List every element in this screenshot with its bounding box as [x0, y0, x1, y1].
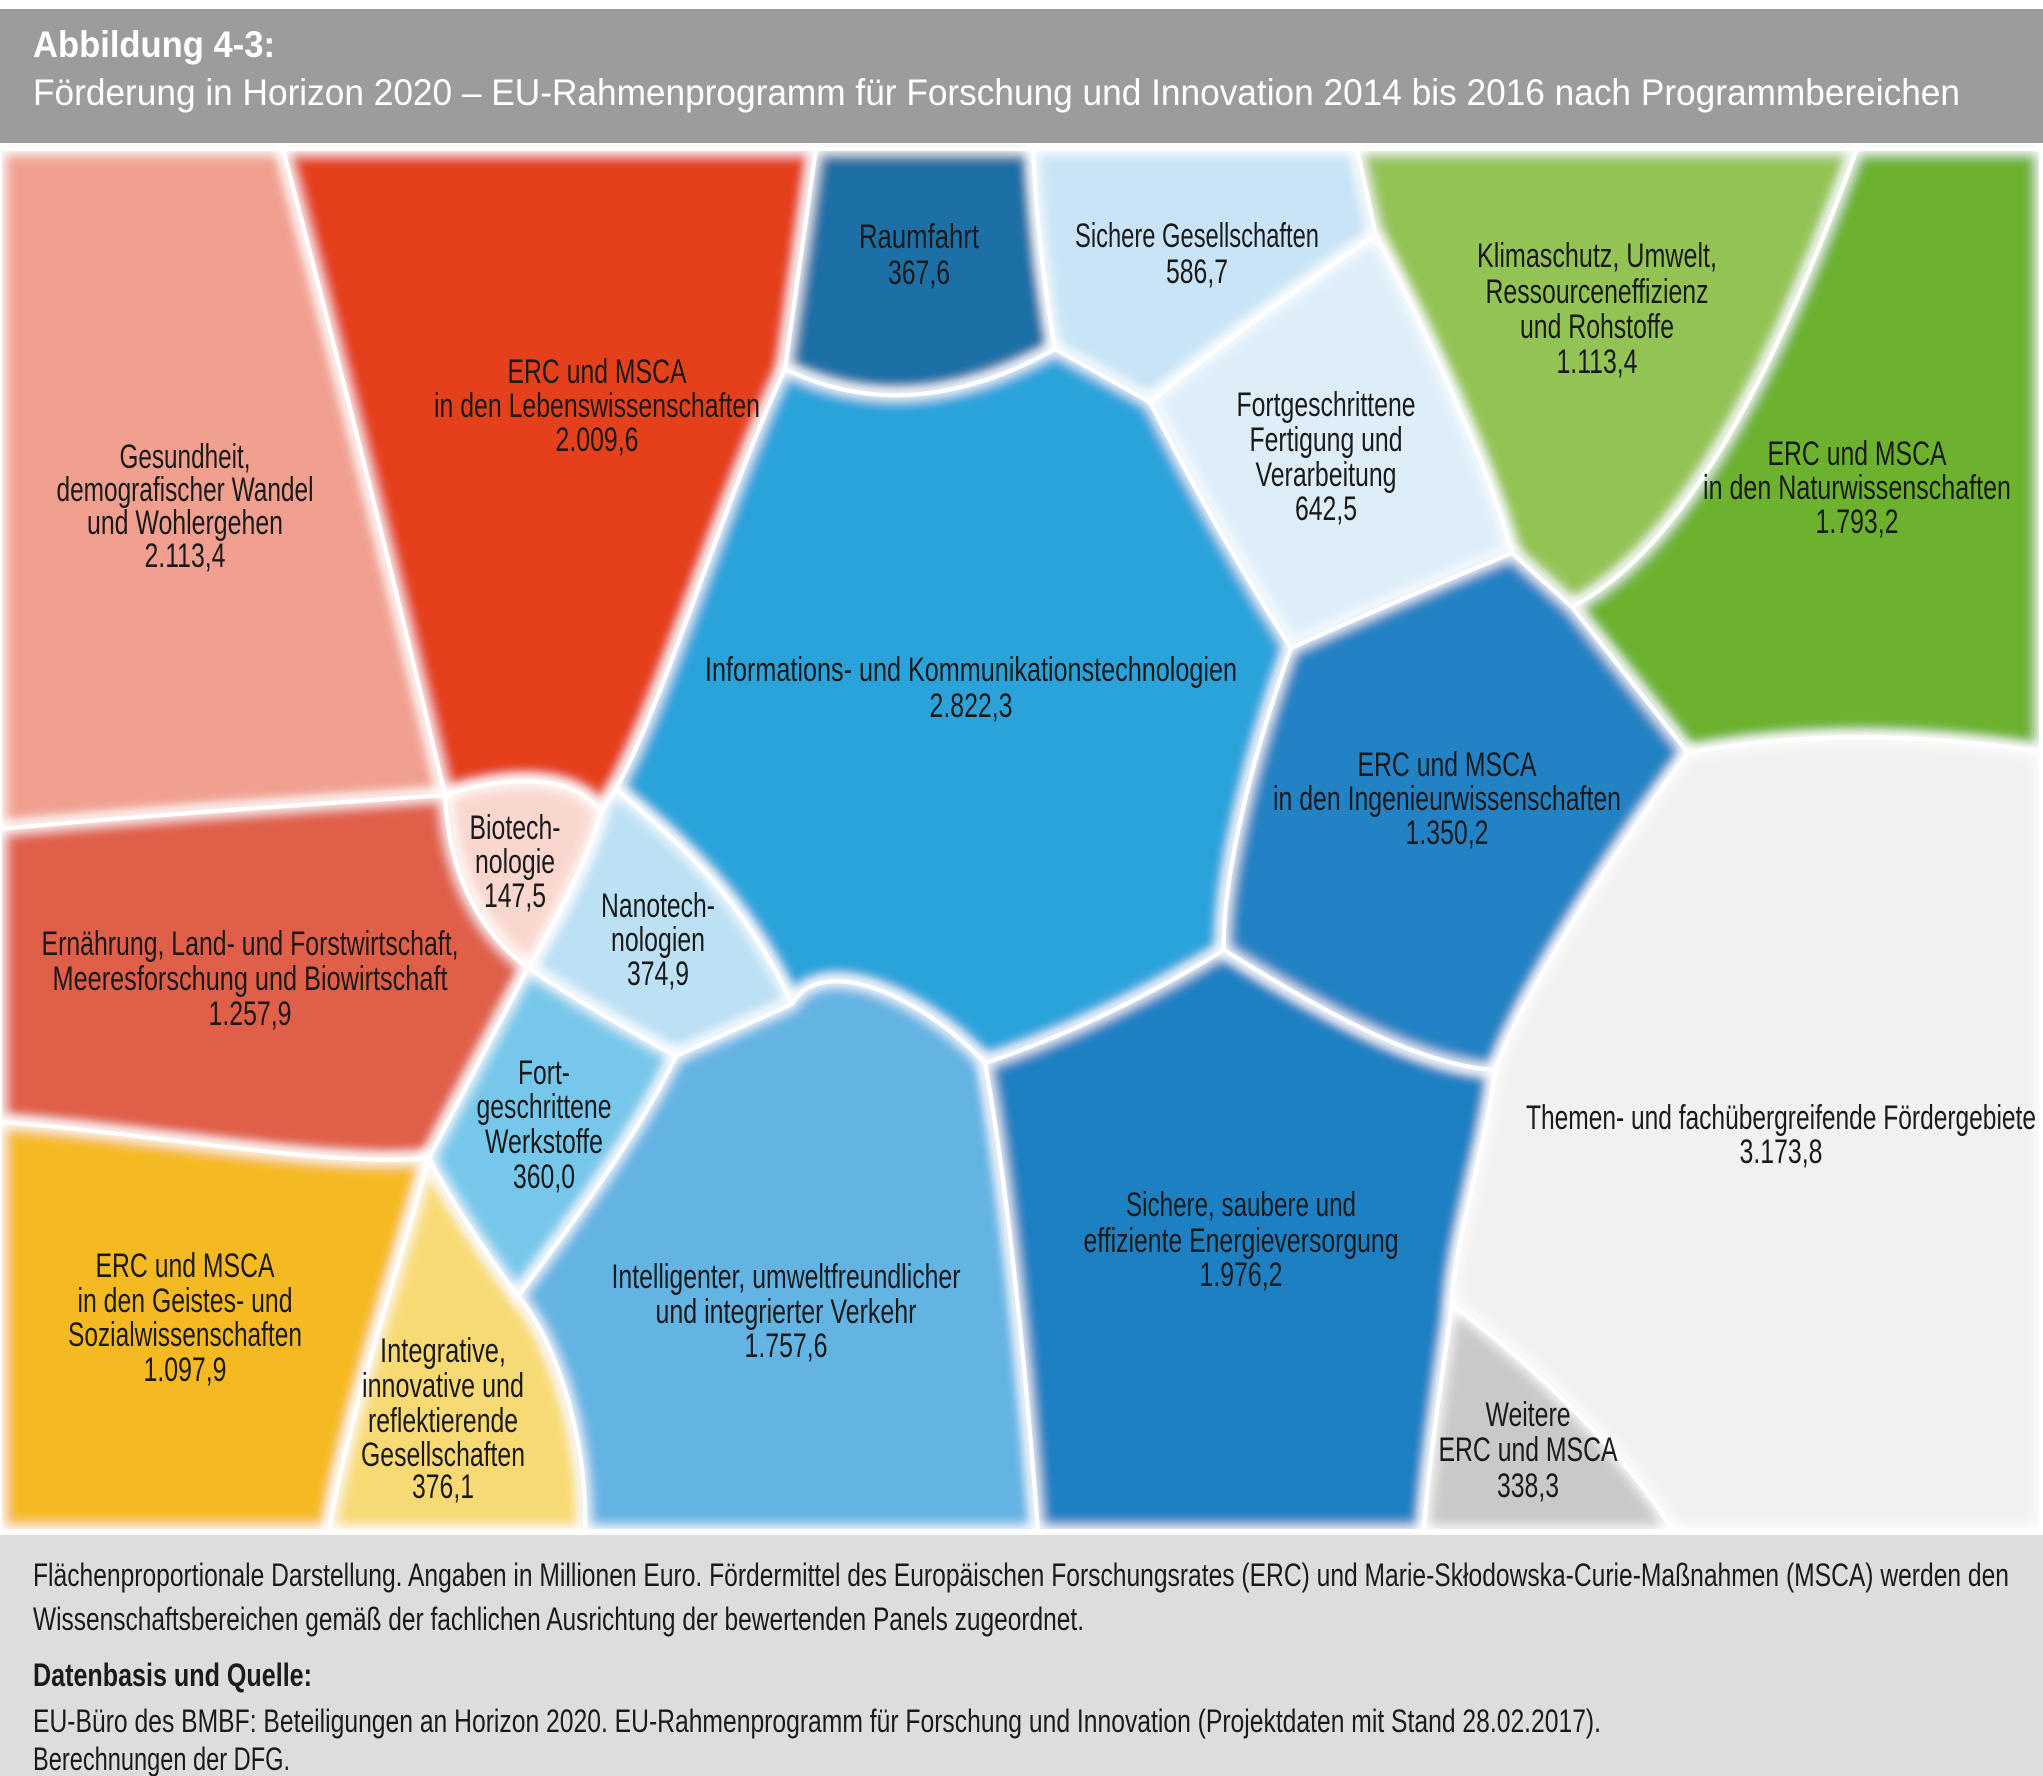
- svg-text:Datenbasis und Quelle:: Datenbasis und Quelle:: [33, 1657, 312, 1693]
- svg-text:und Rohstoffe: und Rohstoffe: [1520, 308, 1674, 346]
- svg-text:367,6: 367,6: [888, 254, 950, 292]
- svg-text:Sozialwissenschaften: Sozialwissenschaften: [68, 1316, 302, 1354]
- svg-text:Nanotech-: Nanotech-: [601, 887, 715, 925]
- svg-text:376,1: 376,1: [412, 1468, 474, 1506]
- svg-text:586,7: 586,7: [1166, 253, 1228, 291]
- svg-text:geschrittene: geschrittene: [477, 1088, 612, 1126]
- svg-text:ERC und MSCA: ERC und MSCA: [1358, 746, 1537, 784]
- svg-text:Fertigung und: Fertigung und: [1250, 421, 1403, 459]
- svg-text:Sichere Gesellschaften: Sichere Gesellschaften: [1075, 217, 1319, 255]
- svg-text:ERC und MSCA: ERC und MSCA: [508, 353, 687, 391]
- svg-text:Gesundheit,: Gesundheit,: [120, 438, 251, 476]
- svg-text:Abbildung 4-3:: Abbildung 4-3:: [33, 24, 275, 65]
- svg-text:nologie: nologie: [475, 843, 555, 881]
- svg-text:Werkstoffe: Werkstoffe: [485, 1123, 603, 1161]
- svg-text:Themen- und fachübergreifende: Themen- und fachübergreifende Fördergebi…: [1526, 1099, 2036, 1137]
- svg-text:Fortgeschrittene: Fortgeschrittene: [1237, 386, 1416, 424]
- svg-text:Fort-: Fort-: [518, 1054, 570, 1092]
- svg-text:1.097,9: 1.097,9: [144, 1351, 227, 1389]
- svg-text:ERC und MSCA: ERC und MSCA: [1768, 435, 1947, 473]
- svg-text:Meeresforschung und Biowirtsch: Meeresforschung und Biowirtschaft: [53, 960, 448, 998]
- svg-text:Verarbeitung: Verarbeitung: [1256, 456, 1397, 494]
- svg-text:Intelligenter, umweltfreundlic: Intelligenter, umweltfreundlicher: [612, 1258, 961, 1296]
- svg-text:in den Ingenieurwissenschaften: in den Ingenieurwissenschaften: [1273, 780, 1621, 818]
- svg-text:3.173,8: 3.173,8: [1740, 1133, 1823, 1171]
- svg-text:in den Lebenswissenschaften: in den Lebenswissenschaften: [434, 387, 760, 425]
- svg-text:nologien: nologien: [611, 921, 705, 959]
- svg-text:147,5: 147,5: [484, 877, 546, 915]
- svg-text:EU-Büro des BMBF: Beteiligunge: EU-Büro des BMBF: Beteiligungen an Horiz…: [33, 1703, 1601, 1739]
- svg-text:1.113,4: 1.113,4: [1557, 343, 1638, 381]
- svg-text:2.009,6: 2.009,6: [556, 421, 639, 459]
- svg-text:2.113,4: 2.113,4: [145, 537, 226, 575]
- svg-text:Ernährung, Land- und Forstwirt: Ernährung, Land- und Forstwirtschaft,: [42, 925, 459, 963]
- svg-text:1.976,2: 1.976,2: [1200, 1256, 1283, 1294]
- svg-text:Wissenschaftsbereichen gemäß d: Wissenschaftsbereichen gemäß der fachlic…: [33, 1601, 1084, 1637]
- svg-text:ERC und MSCA: ERC und MSCA: [1439, 1431, 1618, 1469]
- svg-text:Raumfahrt: Raumfahrt: [859, 218, 979, 256]
- svg-text:360,0: 360,0: [513, 1158, 575, 1196]
- svg-text:2.822,3: 2.822,3: [930, 687, 1013, 725]
- svg-text:und integrierter Verkehr: und integrierter Verkehr: [656, 1293, 917, 1331]
- svg-text:Gesellschaften: Gesellschaften: [361, 1436, 525, 1474]
- svg-text:338,3: 338,3: [1497, 1467, 1559, 1505]
- svg-text:1.757,6: 1.757,6: [745, 1327, 828, 1365]
- svg-text:Klimaschutz, Umwelt,: Klimaschutz, Umwelt,: [1477, 237, 1717, 275]
- svg-text:reflektierende: reflektierende: [368, 1402, 518, 1440]
- svg-text:1.257,9: 1.257,9: [209, 995, 292, 1033]
- svg-text:642,5: 642,5: [1295, 490, 1357, 528]
- svg-text:in den Naturwissenschaften: in den Naturwissenschaften: [1703, 469, 2011, 507]
- svg-text:demografischer Wandel: demografischer Wandel: [57, 471, 314, 509]
- svg-text:Berechnungen der DFG.: Berechnungen der DFG.: [33, 1741, 290, 1776]
- svg-text:Förderung in Horizon 2020 – EU: Förderung in Horizon 2020 – EU-Rahmenpro…: [33, 72, 1960, 113]
- svg-text:Sichere, saubere und: Sichere, saubere und: [1126, 1186, 1356, 1224]
- svg-text:und Wohlergehen: und Wohlergehen: [87, 504, 283, 542]
- svg-text:Biotech-: Biotech-: [470, 809, 561, 847]
- svg-text:Weitere: Weitere: [1486, 1396, 1571, 1434]
- svg-text:Integrative,: Integrative,: [380, 1332, 506, 1370]
- svg-text:ERC und MSCA: ERC und MSCA: [96, 1247, 275, 1285]
- svg-text:in den Geistes- und: in den Geistes- und: [78, 1282, 293, 1320]
- svg-text:Flächenproportionale Darstellu: Flächenproportionale Darstellung. Angabe…: [33, 1557, 2009, 1593]
- svg-text:374,9: 374,9: [627, 955, 689, 993]
- svg-text:effiziente Energieversorgung: effiziente Energieversorgung: [1084, 1222, 1399, 1260]
- svg-text:Ressourceneffizienz: Ressourceneffizienz: [1486, 273, 1709, 311]
- svg-text:innovative und: innovative und: [362, 1367, 524, 1405]
- svg-text:Informations- und Kommunikatio: Informations- und Kommunikationstechnolo…: [705, 651, 1237, 689]
- svg-text:1.793,2: 1.793,2: [1816, 503, 1899, 541]
- svg-text:1.350,2: 1.350,2: [1406, 814, 1489, 852]
